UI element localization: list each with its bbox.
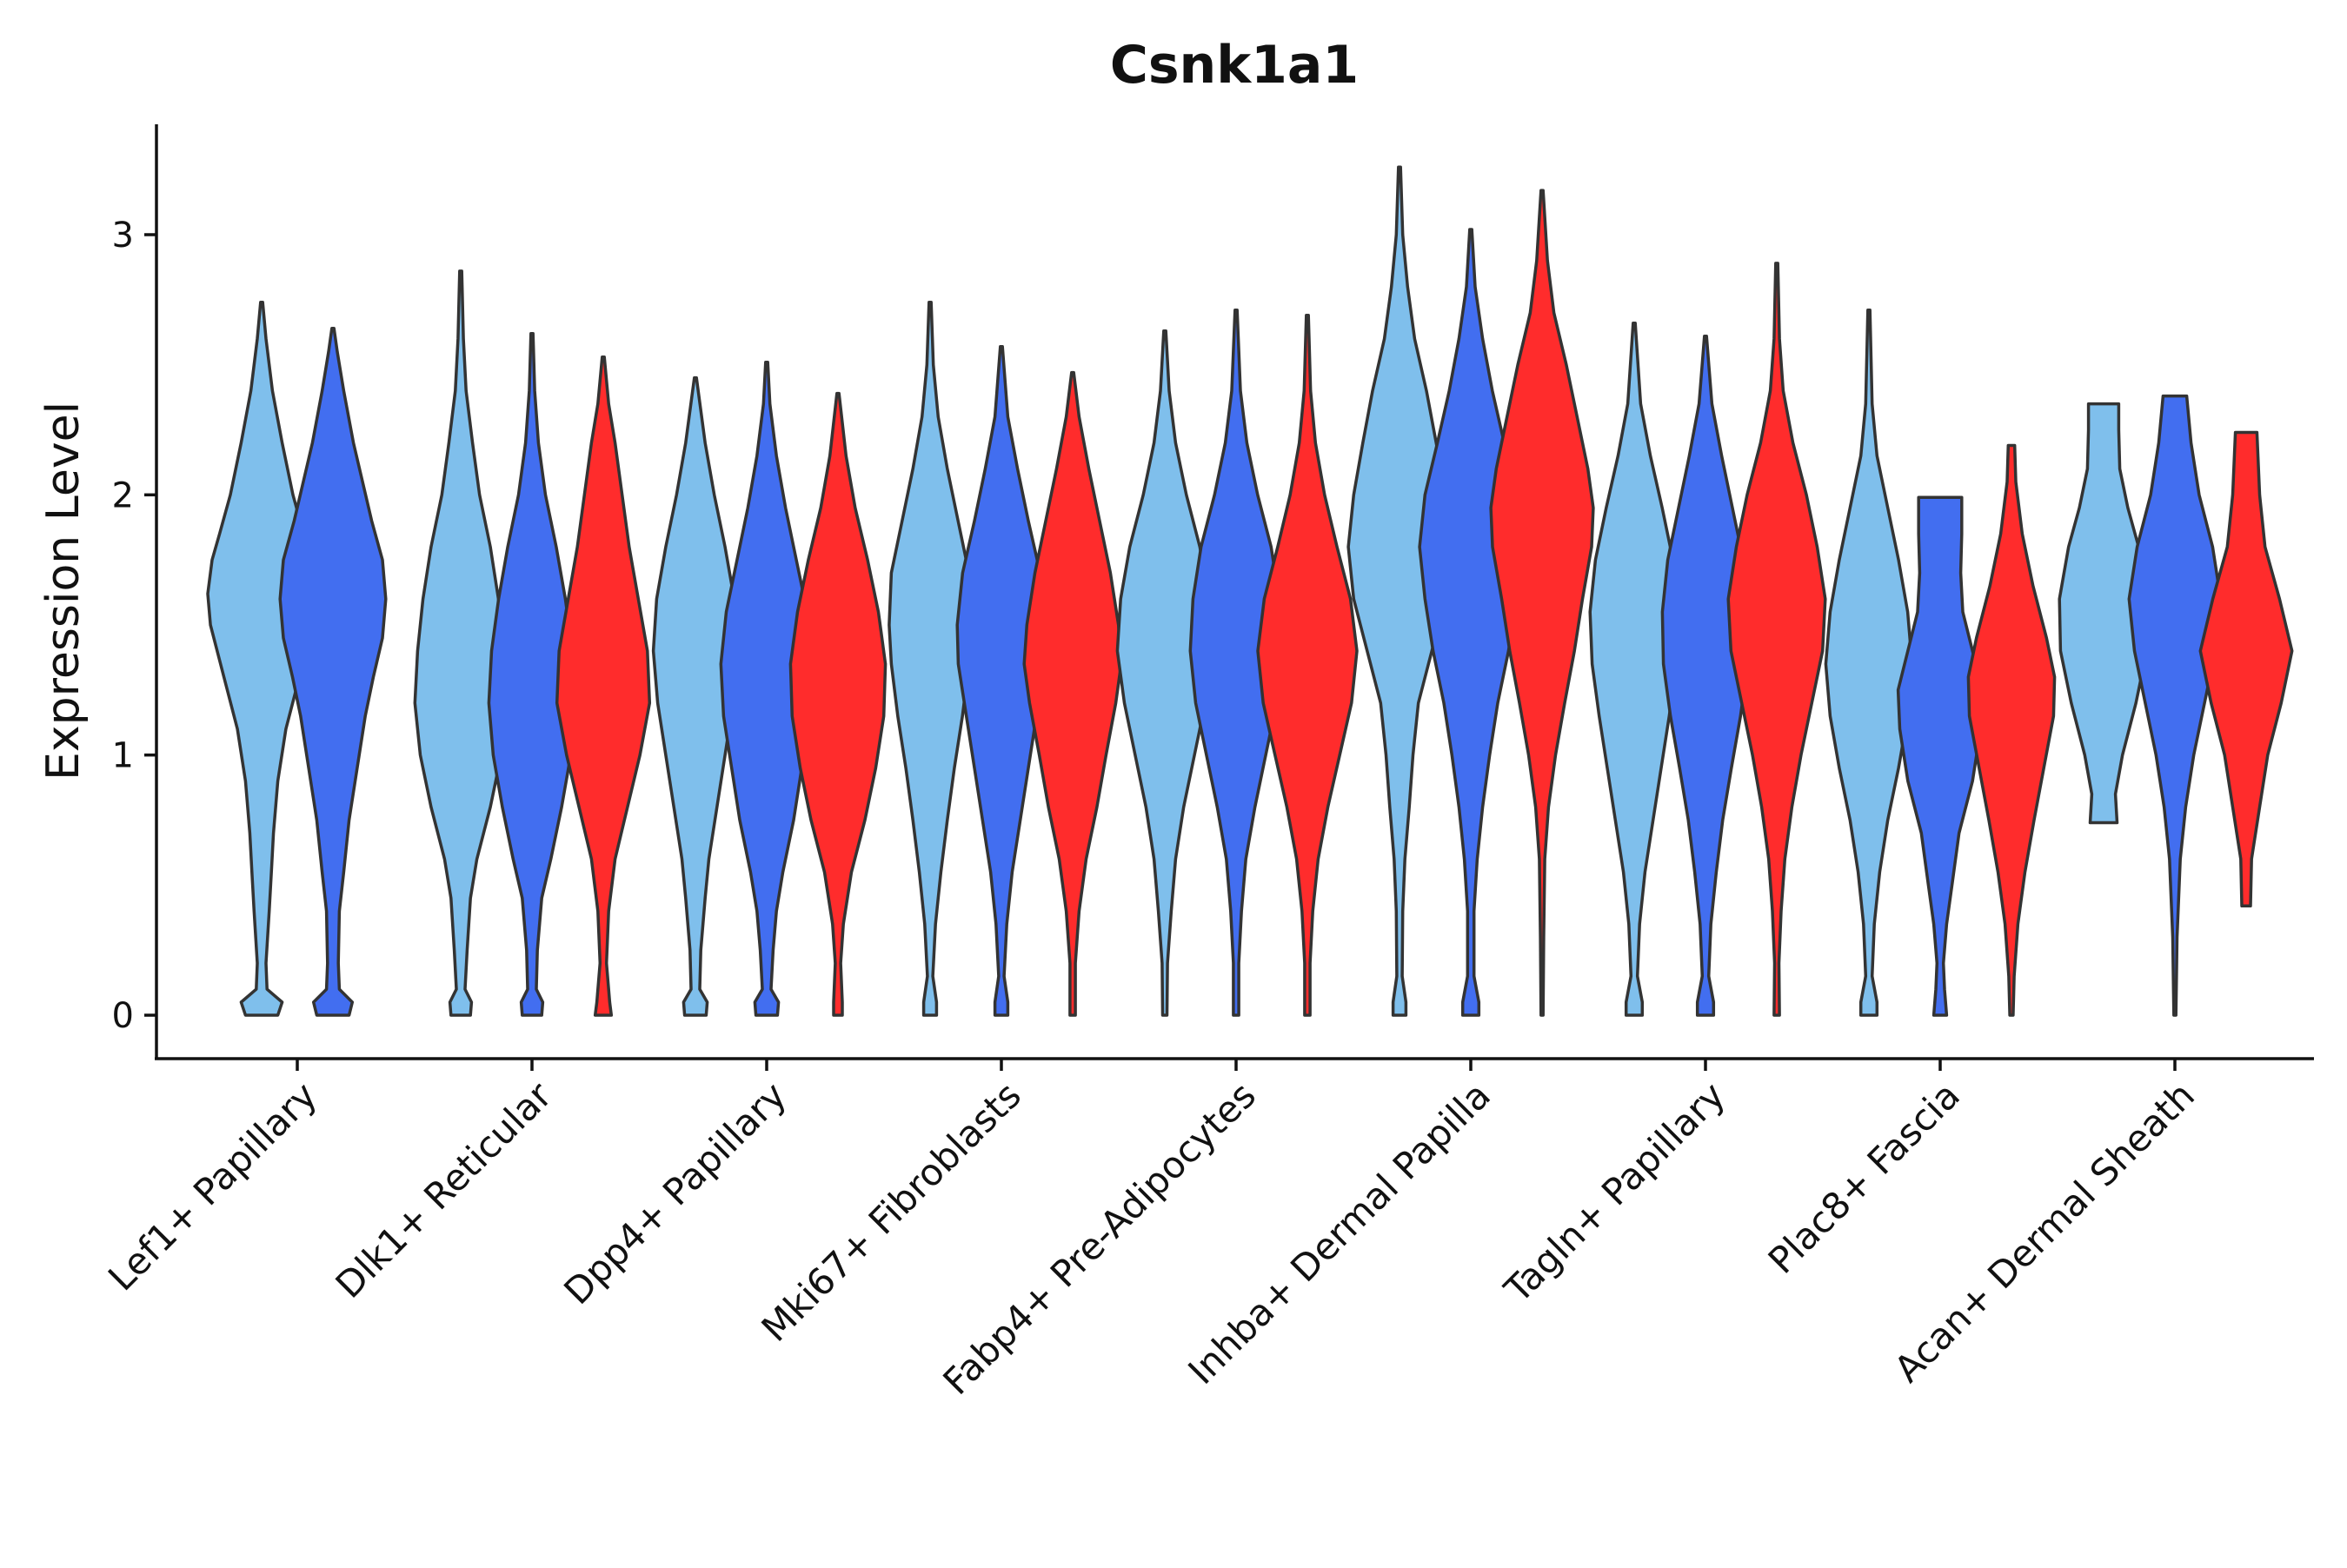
y-axis-label: Expression Level: [37, 402, 90, 781]
violin-3-group-3: [788, 391, 888, 1017]
y-tick-label-3: 3: [112, 216, 134, 256]
violin-8-group-1: [1824, 309, 1914, 1017]
violin-3-group-2: [719, 360, 814, 1017]
violin-5-group-3: [1256, 314, 1359, 1017]
violin-5-group-2: [1188, 309, 1284, 1017]
y-tick-label-1: 1: [112, 736, 134, 776]
violin-5-group-1: [1115, 329, 1214, 1017]
violin-7-group-3: [1726, 262, 1827, 1017]
violin-4-group-2: [955, 344, 1047, 1017]
violin-6-group-1: [1346, 165, 1453, 1017]
violin-2-group-2: [487, 331, 577, 1017]
violin-8-group-2: [1896, 495, 1985, 1017]
violin-3-group-1: [651, 375, 740, 1017]
violin-9-group-3: [2198, 430, 2294, 908]
x-tick-label-3: Dpp4+ Papillary: [555, 1073, 795, 1312]
violin-7-group-1: [1588, 322, 1680, 1017]
violin-2-group-1: [413, 269, 509, 1017]
violin-1-group-2: [278, 327, 388, 1017]
y-tick-label-0: 0: [112, 996, 134, 1036]
x-tick-label-2: Dlk1+ Reticular: [328, 1073, 561, 1306]
x-tick-label-4: Mki67+ Fibroblasts: [754, 1073, 1029, 1349]
violins-layer: [206, 165, 2294, 1017]
y-tick-label-2: 2: [112, 475, 134, 515]
violin-4-group-3: [1022, 370, 1123, 1017]
x-tick-label-8: Plac8+ Fascia: [1760, 1073, 1968, 1281]
violin-2-group-3: [555, 355, 652, 1017]
violin-6-group-2: [1418, 228, 1524, 1017]
violin-9-group-2: [2127, 394, 2223, 1017]
violin-1-group-1: [206, 301, 317, 1017]
violin-6-group-3: [1489, 189, 1595, 1017]
x-tick-label-7: Tagln+ Papillary: [1496, 1073, 1733, 1311]
violin-7-group-2: [1660, 334, 1751, 1017]
violin-8-group-3: [1966, 443, 2057, 1017]
y-ticks: 0 1 2 3: [112, 216, 156, 1036]
violin-4-group-1: [888, 301, 973, 1017]
chart-title: Csnk1a1: [1110, 35, 1359, 96]
x-tick-label-1: Lef1+ Papillary: [100, 1073, 325, 1299]
